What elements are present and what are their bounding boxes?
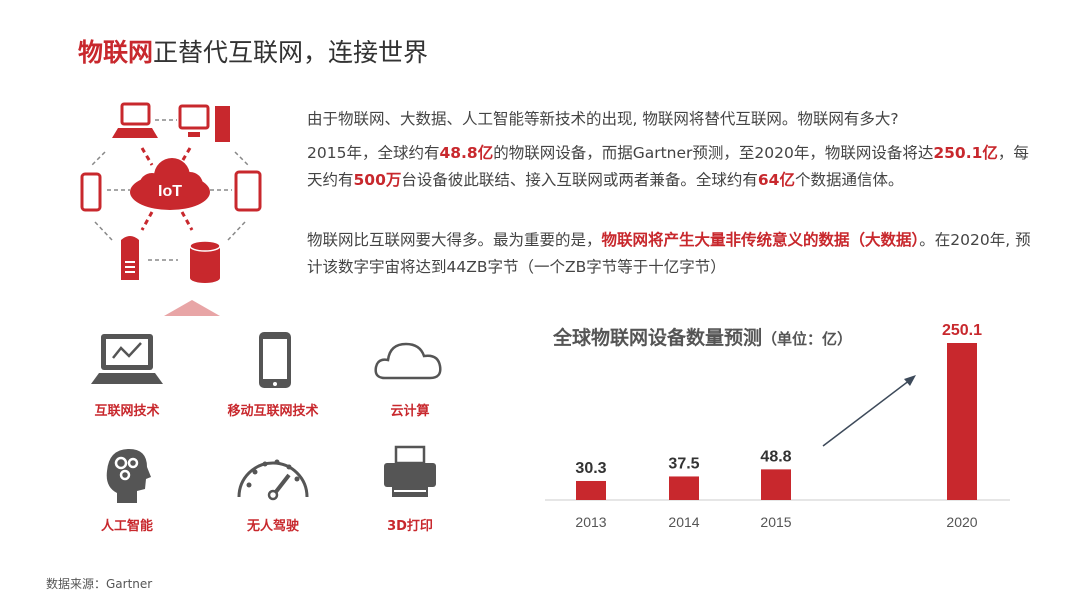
data-label: 250.1 [942, 322, 982, 339]
text-segment: 的物联网设备，而据Gartner预测，至2020年，物联网设备将达 [493, 144, 934, 162]
technology-item: 人工智能 [62, 445, 192, 534]
technology-item: 云计算 [345, 330, 475, 419]
data-label: 37.5 [668, 455, 699, 472]
chart-title-text: 全球物联网设备数量预测 [553, 327, 763, 349]
x-tick-label: 2014 [668, 514, 699, 530]
technology-item: 3D打印 [345, 445, 475, 534]
arrow-head [904, 375, 916, 386]
bar-2020 [947, 343, 977, 500]
technology-label: 人工智能 [100, 519, 153, 534]
iot-diagram: IoT [80, 102, 262, 316]
phone-icon [80, 172, 102, 212]
chart-unit: （单位：亿） [762, 330, 853, 348]
technology-label: 云计算 [390, 404, 430, 419]
bar-2015 [761, 469, 791, 500]
laptop-icon [112, 102, 158, 138]
database-icon [189, 240, 221, 283]
trend-arrow [822, 379, 911, 447]
data-label: 48.8 [760, 448, 791, 465]
text-segment: 由于物联网、大数据、人工智能等新技术的出现, 物联网将替代互联网。物联网有多大? [307, 110, 899, 128]
laptop-chart-icon [87, 334, 167, 394]
chart-title: 全球物联网设备数量预测（单位：亿） [553, 323, 852, 350]
text-segment: 个数据通信体。 [794, 171, 904, 189]
text-segment: 。在2020年, 预计该数字宇宙将达到44ZB字节（一个ZB字节等于十亿字节） [307, 231, 1031, 276]
technology-item: 互联网技术 [62, 330, 192, 419]
printer-icon [370, 445, 450, 509]
technology-item: 无人驾驶 [208, 445, 338, 534]
text-segment: 台设备彼此联结、接入互联网或两者兼备。全球约有 [401, 171, 758, 189]
tablet-icon [234, 170, 262, 212]
bar-2013 [576, 480, 606, 500]
highlight-text: 250.1亿 [933, 144, 998, 162]
cloud-icon: IoT [130, 158, 210, 210]
x-tick-label: 2013 [575, 514, 606, 530]
technology-label: 移动互联网技术 [227, 404, 319, 419]
text-segment: 2015年，全球约有 [307, 144, 440, 162]
bar-2014 [669, 476, 699, 500]
technology-label: 无人驾驶 [246, 519, 299, 534]
server-icon [121, 236, 139, 280]
technology-label: 互联网技术 [94, 404, 160, 419]
paragraph-3: 物联网比互联网要大得多。最为重要的是，物联网将产生大量非传统意义的数据（大数据）… [307, 227, 1037, 281]
cloud-icon [370, 342, 450, 394]
iot-label: IoT [158, 183, 182, 200]
page-title: 物联网正替代互联网，连接世界 [78, 33, 428, 69]
text-segment: 物联网比互联网要大得多。最为重要的是， [307, 231, 602, 249]
desktop-icon [178, 104, 230, 142]
highlight-text: 64亿 [757, 171, 795, 189]
title-rest: 正替代互联网，连接世界 [153, 38, 429, 67]
data-label: 30.3 [575, 460, 606, 477]
speedometer-icon [233, 459, 313, 509]
x-tick-label: 2015 [760, 514, 791, 530]
paragraph-2: 2015年，全球约有48.8亿的物联网设备，而据Gartner预测，至2020年… [307, 140, 1037, 194]
head-gears-icon [87, 449, 167, 509]
highlight-text: 48.8亿 [439, 144, 494, 162]
text-segment: ，每天约有 [307, 144, 1029, 189]
smartphone-icon [233, 332, 313, 394]
title-highlight: 物联网 [78, 38, 154, 67]
pointer-triangle [164, 300, 220, 316]
paragraph-1: 由于物联网、大数据、人工智能等新技术的出现, 物联网将替代互联网。物联网有多大? [307, 106, 1037, 133]
highlight-text: 物联网将产生大量非传统意义的数据（大数据） [601, 231, 920, 249]
technology-item: 移动互联网技术 [208, 330, 338, 419]
data-source: 数据来源：Gartner [46, 577, 153, 591]
highlight-text: 500万 [353, 171, 402, 189]
technology-label: 3D打印 [387, 519, 433, 534]
x-tick-label: 2020 [946, 514, 977, 530]
